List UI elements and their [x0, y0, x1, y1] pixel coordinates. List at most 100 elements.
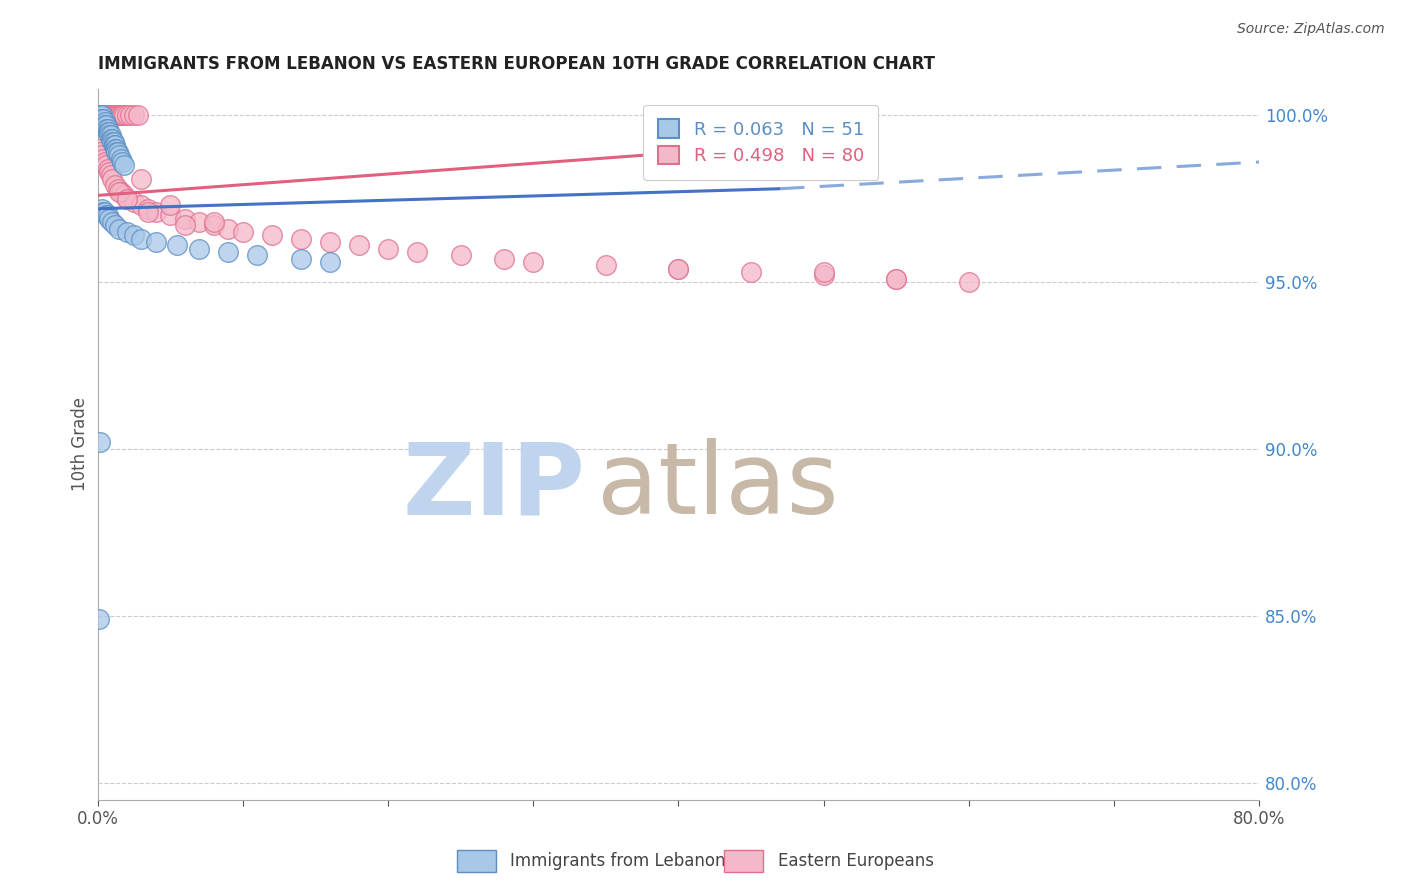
Point [89, 435, 111, 450]
Point [101, 171, 124, 186]
Text: ZIP: ZIP [402, 438, 585, 535]
Point [87, 142, 110, 156]
Point [122, 108, 145, 122]
Point [100, 131, 122, 145]
Point [96, 209, 118, 223]
Point [105, 145, 128, 159]
Text: Immigrants from Lebanon: Immigrants from Lebanon [510, 852, 725, 871]
Point [89, 108, 111, 122]
Point [406, 245, 429, 260]
Point [188, 215, 211, 229]
Point [666, 261, 689, 276]
Point [101, 131, 124, 145]
Point [104, 142, 127, 156]
Point [108, 221, 131, 235]
Point [93, 115, 115, 129]
Point [98, 165, 121, 179]
Point [111, 108, 134, 122]
Point [129, 198, 152, 212]
Point [97, 161, 120, 176]
Point [89, 108, 111, 122]
Point [98, 108, 121, 122]
Point [108, 148, 131, 162]
Point [103, 138, 125, 153]
Point [90, 108, 112, 122]
Point [104, 138, 127, 153]
Point [90, 112, 112, 126]
Point [100, 108, 122, 122]
Point [122, 228, 145, 243]
Point [98, 108, 121, 122]
Point [101, 135, 124, 149]
Point [87, 612, 110, 626]
Point [127, 108, 149, 122]
Point [115, 225, 138, 239]
Point [666, 261, 689, 276]
Point [90, 108, 112, 122]
Point [93, 205, 115, 219]
Point [173, 211, 195, 226]
Point [115, 192, 138, 206]
Point [112, 158, 135, 172]
Point [107, 108, 129, 122]
Point [108, 185, 131, 199]
Point [145, 235, 167, 249]
Point [260, 228, 283, 243]
Point [97, 121, 120, 136]
Point [96, 121, 118, 136]
Point [112, 188, 135, 202]
Point [232, 225, 254, 239]
Point [319, 235, 342, 249]
Point [90, 202, 112, 216]
Point [94, 118, 117, 132]
Point [111, 155, 134, 169]
Point [813, 268, 835, 283]
Point [96, 158, 118, 172]
Point [93, 108, 115, 122]
Point [110, 108, 132, 122]
Text: Source: ZipAtlas.com: Source: ZipAtlas.com [1237, 22, 1385, 37]
Point [494, 252, 516, 266]
Point [290, 232, 312, 246]
Point [884, 272, 907, 286]
Point [145, 205, 167, 219]
Point [93, 112, 115, 126]
Point [89, 112, 111, 126]
Point [246, 248, 269, 262]
Point [522, 255, 544, 269]
Point [595, 259, 617, 273]
Point [115, 108, 138, 122]
Point [87, 108, 110, 122]
Point [101, 108, 124, 122]
Point [97, 108, 120, 122]
Point [96, 118, 118, 132]
Point [202, 219, 225, 233]
Point [138, 205, 160, 219]
Point [98, 211, 121, 226]
Point [813, 265, 835, 279]
Point [97, 209, 120, 223]
Point [217, 221, 239, 235]
Point [122, 195, 145, 210]
Point [90, 108, 112, 122]
Point [101, 215, 124, 229]
Point [110, 185, 132, 199]
Point [129, 171, 152, 186]
Point [94, 108, 117, 122]
Point [98, 128, 121, 143]
Point [319, 255, 342, 269]
Point [89, 145, 111, 159]
Point [104, 219, 127, 233]
Point [97, 108, 120, 122]
Point [93, 108, 115, 122]
Point [89, 108, 111, 122]
Point [884, 272, 907, 286]
Point [377, 242, 399, 256]
Point [104, 108, 127, 122]
Point [217, 245, 239, 260]
Point [94, 155, 117, 169]
Point [108, 108, 131, 122]
Point [740, 265, 762, 279]
Point [94, 205, 117, 219]
Point [94, 108, 117, 122]
